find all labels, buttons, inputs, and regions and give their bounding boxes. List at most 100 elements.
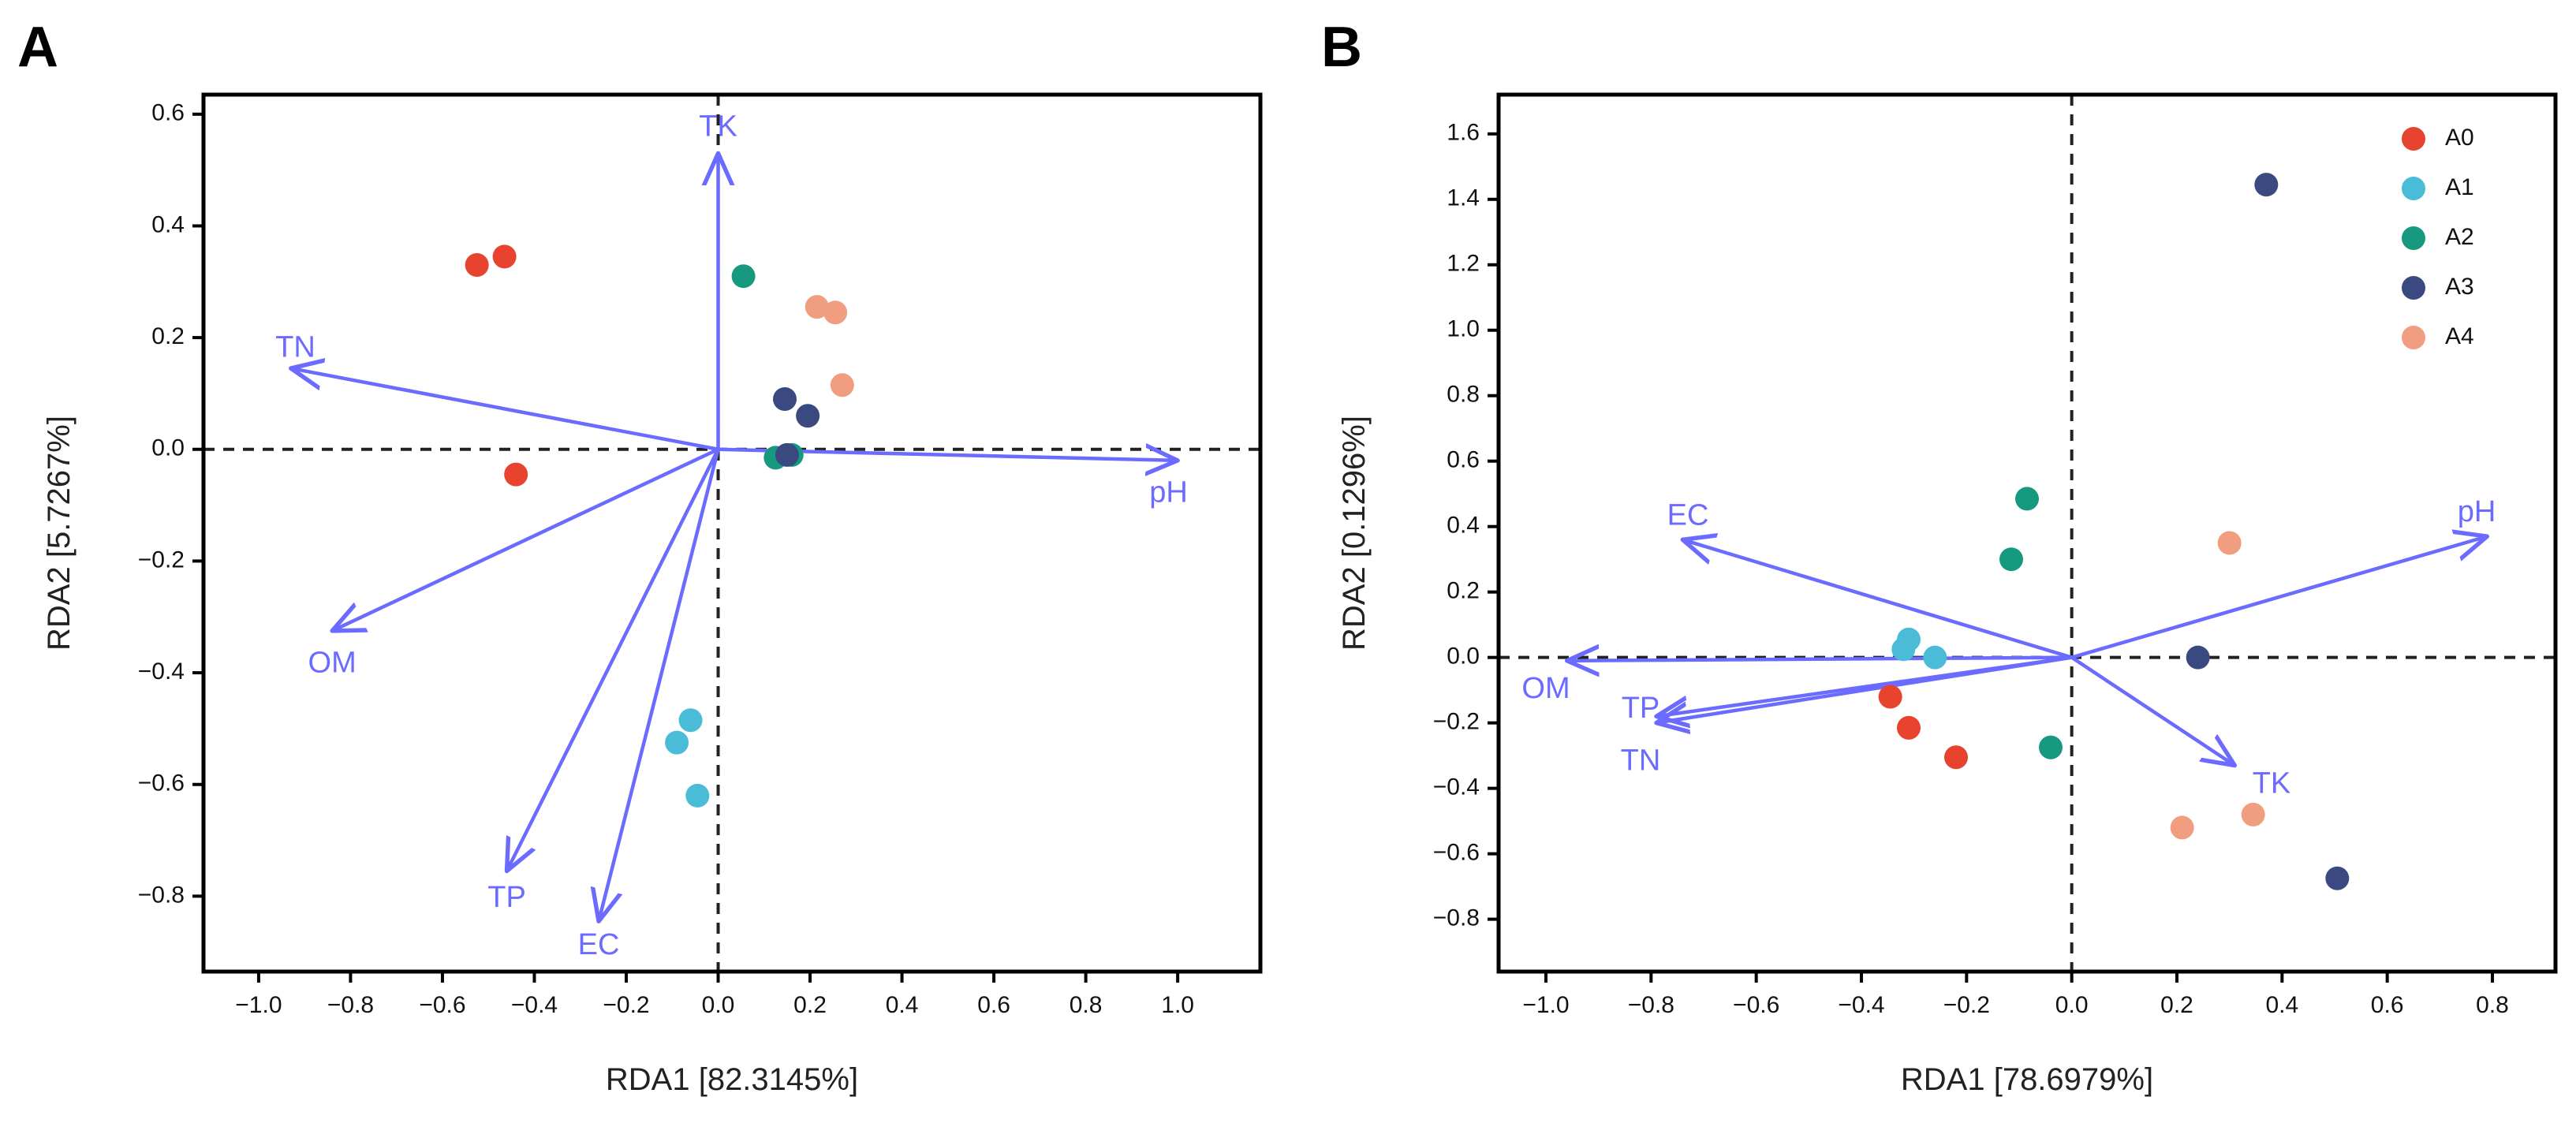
data-point-a3 <box>2325 866 2350 890</box>
legend-swatch-a0 <box>2402 127 2425 151</box>
data-point-a0 <box>1944 745 1968 770</box>
data-point-a4 <box>2217 531 2242 555</box>
vector-arrow-om <box>1567 658 2074 661</box>
vector-label-tk: TK <box>2253 767 2291 800</box>
x-tick-label: −1.0 <box>235 992 282 1018</box>
data-point-a2 <box>2015 487 2039 511</box>
vector-label-tp: TP <box>487 881 526 914</box>
y-tick-label: −0.6 <box>138 770 185 797</box>
data-point-a0 <box>504 462 528 487</box>
vector-label-ec: EC <box>578 928 620 961</box>
x-tick-label: 0.6 <box>2371 992 2404 1018</box>
x-tick-label: 0.4 <box>886 992 919 1018</box>
panel-letter-b: B <box>1321 16 1362 79</box>
legend: A0 A1 A2 A3 A4 <box>2402 125 2474 349</box>
y-tick-label: 0.0 <box>1447 644 1480 670</box>
x-tick-label: −0.8 <box>327 992 374 1018</box>
x-tick-label: −1.0 <box>1522 992 1569 1018</box>
data-point-a0 <box>465 253 489 278</box>
x-tick-label: 0.0 <box>2055 992 2089 1018</box>
data-point-a2 <box>731 264 756 289</box>
vector-label-tn: TN <box>1621 744 1661 777</box>
data-point-a4 <box>805 295 829 319</box>
y-tick-label: −0.4 <box>138 659 185 685</box>
data-point-a3 <box>796 404 820 428</box>
data-point-a0 <box>1878 685 1902 709</box>
x-tick-label: −0.2 <box>1943 992 1990 1018</box>
y-tick-label: 0.2 <box>151 323 185 349</box>
x-axis-title: RDA1 [82.3145%] <box>606 1062 858 1097</box>
y-tick-label: 1.6 <box>1447 120 1480 146</box>
vector-arrow-tk <box>2070 655 2235 766</box>
legend-label-a1: A1 <box>2445 174 2474 200</box>
x-tick-label: 1.0 <box>1161 992 1194 1018</box>
data-point-a1 <box>1923 645 1947 670</box>
vector-label-ph: pH <box>2458 495 2496 528</box>
x-tick-label: 0.4 <box>2265 992 2298 1018</box>
panel-a: TK TN pH OM TP EC −1.0 −0.8 −0.6 −0.4 −0.2 0.0 0.2 0.… <box>42 92 1263 1097</box>
x-tick-label: 0.2 <box>793 992 827 1018</box>
x-tick-label: 0.2 <box>2160 992 2193 1018</box>
data-point-a3 <box>775 442 799 467</box>
x-tick-label: −0.4 <box>511 992 558 1018</box>
data-point-a3 <box>773 387 797 412</box>
vector-label-tk: TK <box>699 110 737 144</box>
legend-swatch-a1 <box>2402 177 2425 200</box>
data-point-a4 <box>2170 815 2194 840</box>
x-tick-label: 0.6 <box>977 992 1010 1018</box>
legend-label-a3: A3 <box>2445 274 2474 300</box>
data-point-a0 <box>492 244 517 269</box>
vector-label-tp: TP <box>1622 692 1660 725</box>
vector-arrow-ec <box>1682 539 2074 659</box>
vector-arrow-tp <box>507 447 720 871</box>
x-tick-label: −0.2 <box>603 992 649 1018</box>
y-tick-label: 1.0 <box>1447 316 1480 342</box>
x-axis-title: RDA1 [78.6979%] <box>1901 1062 2153 1097</box>
vector-label-ec: EC <box>1667 498 1709 532</box>
legend-swatch-a2 <box>2402 226 2425 250</box>
vector-label-om: OM <box>1521 672 1570 705</box>
vector-arrow-om <box>332 447 720 631</box>
y-tick-label: −0.2 <box>138 547 185 573</box>
y-axis-title: RDA2 [5.7267%] <box>42 416 77 651</box>
x-tick-label: −0.4 <box>1838 992 1884 1018</box>
x-tick-label: 0.8 <box>1070 992 1103 1018</box>
data-point-a1 <box>1891 637 1916 662</box>
legend-label-a2: A2 <box>2445 224 2474 250</box>
vector-label-om: OM <box>308 646 357 679</box>
data-point-a0 <box>1897 715 1921 740</box>
y-tick-label: −0.8 <box>1433 905 1480 931</box>
y-axis-title: RDA2 [0.1296%] <box>1337 416 1372 651</box>
y-tick-label: 0.8 <box>1447 382 1480 408</box>
x-tick-label: −0.6 <box>1733 992 1779 1018</box>
data-point-a1 <box>685 783 710 808</box>
data-point-a1 <box>665 730 689 755</box>
x-tick-label: 0.8 <box>2476 992 2509 1018</box>
panel-b: EC pH OM TP TN TK −1.0 −0.8 −0.6 −0.4 −0.2 0.0 0.2 0.… <box>1337 92 2558 1097</box>
plot-frame <box>1496 92 2558 974</box>
data-point-a3 <box>2254 173 2279 197</box>
data-point-a2 <box>2039 735 2063 759</box>
y-tick-label: −0.4 <box>1433 774 1480 800</box>
vector-label-tn: TN <box>275 330 315 364</box>
y-tick-label: −0.8 <box>138 882 185 908</box>
legend-swatch-a4 <box>2402 326 2425 349</box>
y-tick-label: −0.2 <box>1433 709 1480 735</box>
data-point-a3 <box>2186 645 2210 670</box>
vector-arrow-tn <box>291 368 720 452</box>
legend-swatch-a3 <box>2402 276 2425 300</box>
data-point-a4 <box>830 373 854 397</box>
data-point-a4 <box>823 300 848 325</box>
vector-arrow-tn <box>1656 655 2074 723</box>
vector-arrow-ec <box>599 447 720 921</box>
y-tick-label: 0.6 <box>1447 447 1480 473</box>
y-tick-label: 1.4 <box>1447 185 1480 211</box>
legend-label-a0: A0 <box>2445 125 2474 151</box>
y-tick-label: 0.4 <box>1447 513 1480 539</box>
vector-label-ph: pH <box>1149 476 1188 509</box>
y-tick-label: 0.4 <box>151 211 185 237</box>
y-tick-label: 0.6 <box>151 100 185 126</box>
x-tick-label: 0.0 <box>702 992 735 1018</box>
x-tick-label: −0.8 <box>1628 992 1674 1018</box>
